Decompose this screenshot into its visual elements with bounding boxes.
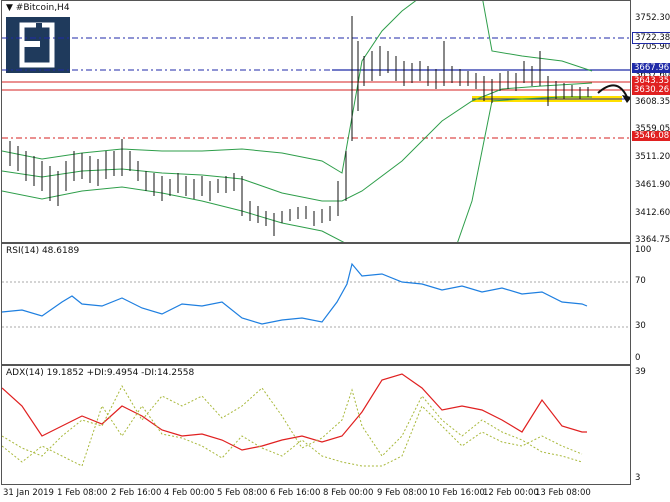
adx-line: [2, 373, 587, 451]
time-tick: 10 Feb 16:00: [429, 488, 485, 498]
time-tick: 6 Feb 16:00: [270, 488, 321, 498]
price-tick: 3752.30: [635, 13, 670, 23]
price-tick: 3657.60: [635, 70, 670, 80]
adx-tick: 3: [635, 473, 641, 483]
rsi-plot: [2, 262, 630, 328]
price-chart-pane[interactable]: ▼ #Bitcoin,H4: [1, 0, 631, 243]
price-plot: [2, 1, 630, 242]
adx-title: ADX(14) 19.1852 +DI:9.4954 -DI:14.2558: [6, 368, 195, 378]
broker-logo: [6, 17, 70, 73]
arrow-head: [622, 95, 630, 103]
time-tick: 13 Feb 08:00: [535, 488, 591, 498]
adx-pane[interactable]: ADX(14) 19.1852 +DI:9.4954 -DI:14.2558: [1, 365, 631, 485]
price-tick: 3364.75: [635, 235, 670, 245]
time-tick: 8 Feb 00:00: [323, 488, 374, 498]
price-tag-3667: 3667.96: [632, 63, 670, 73]
minus-di-line: [2, 404, 583, 467]
time-tick: 9 Feb 08:00: [377, 488, 428, 498]
rsi-tick: 0: [635, 353, 641, 363]
price-bars: [9, 16, 589, 236]
price-tick: 3511.20: [635, 152, 670, 162]
price-tag-3630: 3630.26: [632, 85, 670, 95]
adx-tick: 39: [635, 367, 646, 377]
time-tick: 31 Jan 2019: [3, 488, 54, 498]
price-axis: 3752.30 3705.90 3608.35 3559.05 3511.20 …: [631, 0, 670, 245]
bollinger-lower-right: [457, 96, 592, 242]
bollinger-middle: [2, 82, 593, 202]
adx-plot: [2, 373, 587, 467]
rsi-tick: 100: [635, 245, 652, 255]
time-tick: 5 Feb 08:00: [217, 488, 268, 498]
time-tick: 12 Feb 00:00: [483, 488, 539, 498]
price-tag-3643: 3643.35: [632, 76, 670, 86]
price-tick: 3705.90: [635, 42, 670, 52]
rsi-tick: 70: [635, 276, 646, 286]
rsi-tick: 30: [635, 321, 646, 331]
time-axis: 31 Jan 2019 1 Feb 08:00 2 Feb 16:00 4 Fe…: [1, 485, 631, 502]
price-tick: 3559.05: [635, 124, 670, 134]
triangle-down-icon[interactable]: ▼: [6, 3, 13, 13]
logo-mark: [19, 22, 55, 68]
rsi-pane[interactable]: RSI(14) 48.6189: [1, 243, 631, 365]
curved-arrow-icon: [597, 84, 628, 98]
adx-axis: 39 3: [631, 365, 670, 485]
price-tick: 3412.60: [635, 208, 670, 218]
bollinger-upper-right: [482, 1, 593, 72]
price-tick: 3461.90: [635, 180, 670, 190]
bollinger-lower: [2, 186, 345, 242]
rsi-axis: 100 70 30 0: [631, 243, 670, 365]
price-tag-3722: 3722.38: [632, 32, 670, 44]
price-tag-3546: 3546.08: [632, 131, 670, 141]
rsi-line: [2, 262, 588, 325]
plus-di-line: [2, 384, 583, 463]
price-tick: 3608.35: [635, 97, 670, 107]
bollinger-upper: [2, 1, 417, 174]
time-tick: 2 Feb 16:00: [111, 488, 162, 498]
time-tick: 1 Feb 08:00: [57, 488, 108, 498]
chart-title: ▼ #Bitcoin,H4: [6, 3, 70, 13]
time-tick: 4 Feb 00:00: [164, 488, 215, 498]
rsi-title: RSI(14) 48.6189: [6, 246, 80, 256]
